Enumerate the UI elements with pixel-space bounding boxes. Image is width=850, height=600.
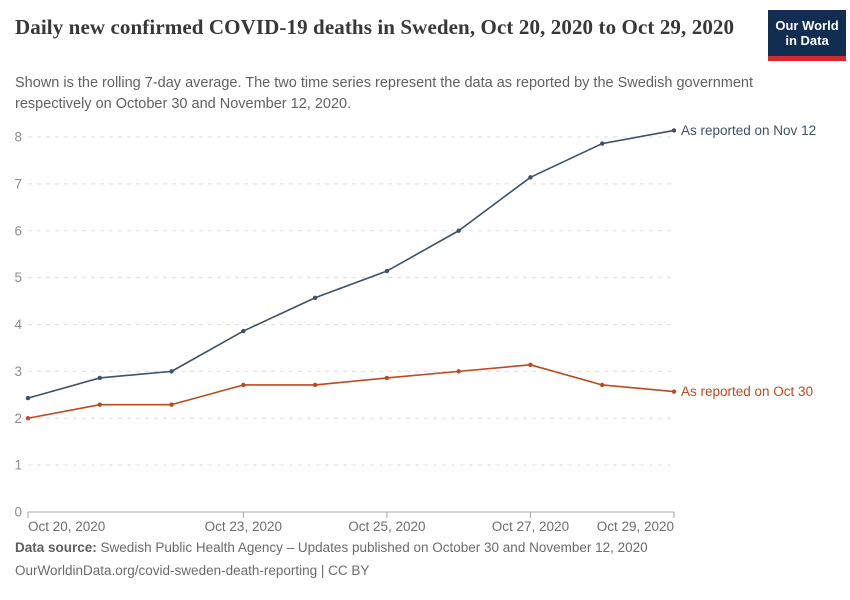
data-source-line: Data source: Swedish Public Health Agenc… [15, 537, 835, 560]
data-point [169, 402, 174, 407]
data-point [97, 402, 102, 407]
data-point [528, 175, 533, 180]
y-tick-label: 2 [14, 411, 22, 426]
data-point [25, 416, 31, 421]
data-point [671, 389, 677, 394]
data-point [456, 369, 461, 374]
y-tick-label: 0 [14, 505, 22, 520]
series-label: As reported on Oct 30 [681, 384, 813, 399]
data-point [384, 268, 390, 274]
data-point [671, 128, 677, 133]
x-tick-label: Oct 27, 2020 [492, 519, 569, 534]
data-point [241, 328, 246, 334]
data-source-label: Data source: [15, 540, 97, 555]
data-point [456, 228, 461, 233]
data-point [312, 295, 318, 300]
owid-logo[interactable]: Our World in Data [768, 10, 846, 61]
x-tick-label: Oct 20, 2020 [28, 519, 105, 534]
data-point [600, 382, 605, 388]
data-point [384, 375, 390, 381]
data-point [97, 375, 102, 381]
citation-line: OurWorldinData.org/covid-sweden-death-re… [15, 562, 370, 578]
data-point [25, 395, 31, 401]
y-tick-label: 1 [14, 458, 22, 473]
series-line [27, 364, 675, 420]
line-chart: 0 1 2 3 4 5 6 7 8 Oct 20, 2020 Oct 23, 2020 Oct 25,… [14, 123, 816, 534]
chart-footer: Data source: Swedish Public Health Agenc… [15, 537, 835, 582]
data-point [241, 382, 246, 388]
chart-subtitle: Shown is the rolling 7-day average. The … [15, 75, 754, 112]
y-tick-label: 7 [14, 176, 22, 191]
data-point [600, 141, 605, 146]
data-source-text: Swedish Public Health Agency – Updates p… [100, 540, 648, 555]
y-tick-label: 4 [14, 317, 22, 332]
y-tick-label: 5 [14, 270, 22, 285]
y-tick-label: 6 [14, 223, 22, 238]
data-point [169, 369, 174, 374]
data-point [528, 362, 533, 368]
owid-logo-line2: in Data [785, 33, 829, 48]
y-tick-label: 8 [14, 130, 22, 145]
x-tick-label: Oct 23, 2020 [205, 519, 282, 534]
owid-logo-line1: Our World [775, 18, 839, 33]
x-tick-label: Oct 25, 2020 [348, 519, 425, 534]
series-line [27, 129, 675, 399]
data-point [312, 382, 318, 388]
x-tick-label: Oct 29, 2020 [597, 519, 674, 534]
y-tick-label: 3 [14, 364, 22, 379]
page-title: Daily new confirmed COVID-19 deaths in S… [15, 15, 735, 39]
series-label: As reported on Nov 12 [681, 123, 816, 138]
